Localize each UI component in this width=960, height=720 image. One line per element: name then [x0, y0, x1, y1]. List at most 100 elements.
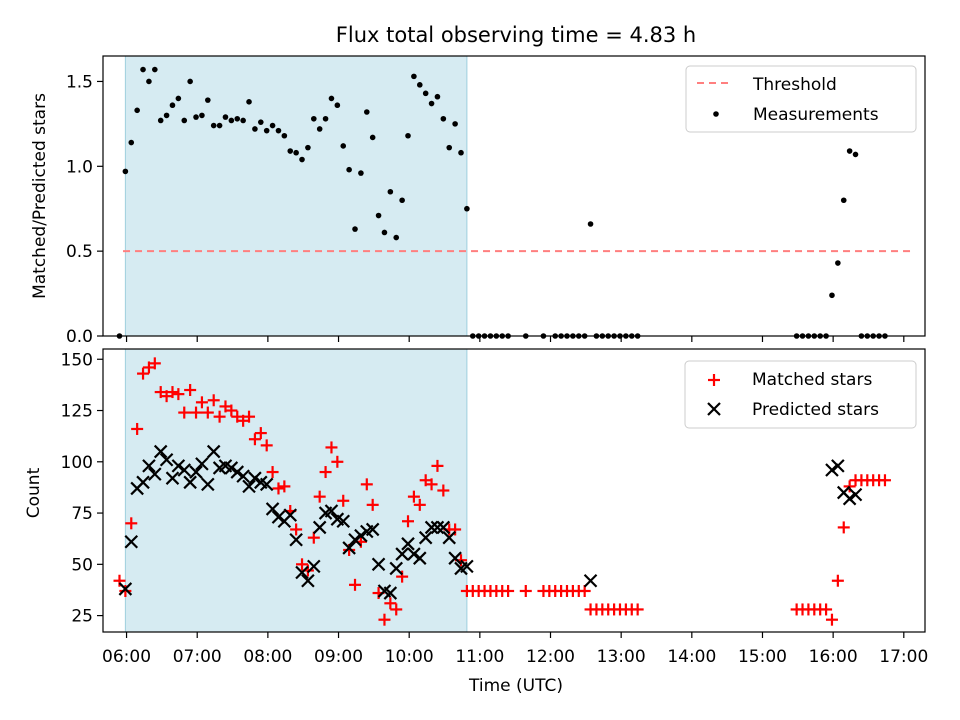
matched-star-point: [243, 410, 256, 423]
measurement-point: [328, 95, 335, 102]
bottom-x-tick-label: 12:00: [526, 647, 575, 667]
measurement-point: [269, 122, 276, 129]
bottom-x-tick-label: 15:00: [738, 647, 787, 667]
measurement-point: [422, 90, 429, 97]
matched-star-point: [843, 480, 856, 493]
matched-star-point: [390, 603, 403, 616]
measurement-point: [587, 221, 594, 227]
predicted-star-point: [324, 504, 339, 518]
predicted-star-point: [265, 502, 280, 516]
measurement-point: [134, 107, 140, 114]
measurement-point: [246, 99, 252, 105]
measurement-point: [263, 127, 270, 134]
measurement-point: [216, 122, 223, 129]
top-chart-title: Flux total observing time = 4.83 h: [336, 23, 696, 47]
matched-star-point: [343, 543, 356, 556]
bottom-y-tick-label: 150: [61, 350, 93, 370]
predicted-star-point: [171, 459, 186, 473]
matched-star-point: [325, 441, 338, 454]
measurement-point: [452, 121, 458, 127]
measurement-point: [464, 205, 470, 212]
matched-star-point: [184, 384, 197, 397]
top-y-axis-label: Matched/Predicted stars: [30, 93, 50, 299]
matched-stars-points: [113, 357, 891, 626]
bottom-legend-box: [684, 360, 917, 429]
measurement-point: [152, 66, 158, 73]
measurement-point: [299, 156, 305, 163]
bottom-x-axis-label: Time (UTC): [468, 676, 563, 696]
predicted-star-point: [436, 520, 451, 535]
top-y-axis: 0.0 0.5 1.0 1.5: [66, 72, 103, 347]
matched-star-point: [313, 490, 326, 503]
matched-star-point: [272, 482, 285, 495]
predicted-star-point: [848, 487, 863, 502]
measurement-point: [829, 292, 835, 299]
bottom-y-tick-label: 125: [61, 402, 93, 422]
matched-star-point: [337, 494, 350, 507]
matched-star-point: [225, 404, 238, 417]
measurement-point: [122, 168, 129, 175]
measurement-point: [852, 151, 859, 158]
bottom-x-tick-label: 17:00: [879, 647, 928, 667]
measurement-point: [234, 115, 241, 122]
matched-star-point: [119, 584, 132, 597]
bottom-x-tick-label: 08:00: [243, 647, 292, 667]
measurement-point: [275, 127, 282, 134]
predicted-star-point: [201, 477, 215, 492]
matched-star-point: [349, 578, 362, 591]
measurement-point: [835, 260, 841, 266]
top-x-axis: [125, 336, 905, 342]
matched-star-point: [172, 388, 185, 401]
bottom-y-tick-label: 75: [71, 504, 93, 524]
predicted-star-point: [460, 559, 474, 574]
measurement-point: [222, 114, 229, 120]
bottom-y-axis-label: Count: [24, 467, 44, 518]
predicted-stars-points: [118, 444, 863, 600]
predicted-star-point: [430, 520, 445, 535]
predicted-star-point: [307, 559, 321, 574]
measurement-point: [146, 78, 152, 85]
bottom-x-tick-label: 16:00: [809, 647, 858, 667]
measurement-point: [358, 170, 364, 176]
matched-star-point: [207, 394, 220, 407]
predicted-star-point: [825, 463, 839, 477]
predicted-star-point: [124, 534, 139, 549]
matched-star-point: [360, 478, 373, 491]
predicted-star-point: [312, 520, 327, 535]
measurement-point: [399, 197, 405, 204]
measurement-point: [193, 114, 199, 120]
matched-star-point: [837, 521, 850, 534]
matched-star-point: [631, 603, 644, 616]
predicted-star-point: [348, 532, 362, 547]
predicted-star-point: [283, 508, 298, 522]
legend-threshold-label: Threshold: [752, 75, 837, 95]
matched-star-point: [278, 480, 291, 493]
measurement-point: [128, 139, 135, 146]
legend-matched-label: Matched stars: [752, 370, 872, 390]
measurement-point: [405, 132, 411, 139]
matched-star-point: [137, 367, 150, 380]
matched-star-point: [296, 558, 309, 571]
measurement-point: [316, 126, 323, 132]
matched-star-point: [425, 478, 438, 491]
bottom-x-axis: 06:00 07:00 08:00 09:00 10:00 11:00 12:00 13:00…: [102, 632, 928, 667]
matched-star-point: [366, 498, 379, 511]
matched-star-point: [331, 455, 344, 468]
predicted-star-point: [177, 463, 192, 477]
matched-star-point: [266, 466, 279, 479]
top-y-tick-label: 1.0: [66, 157, 93, 177]
predicted-star-point: [407, 547, 421, 561]
matched-star-point: [449, 523, 462, 536]
predicted-star-point: [842, 491, 857, 506]
predicted-star-point: [271, 510, 286, 524]
predicted-star-point: [342, 541, 356, 555]
measurement-point: [293, 149, 299, 156]
bottom-x-tick-label: 10:00: [385, 647, 434, 667]
measurement-point: [840, 197, 847, 204]
measurement-point: [416, 82, 423, 88]
matched-star-point: [254, 427, 267, 440]
measurement-point: [210, 122, 217, 129]
top-y-tick-label: 0.5: [66, 242, 93, 262]
matched-star-point: [166, 386, 179, 399]
predicted-star-point: [224, 461, 239, 475]
